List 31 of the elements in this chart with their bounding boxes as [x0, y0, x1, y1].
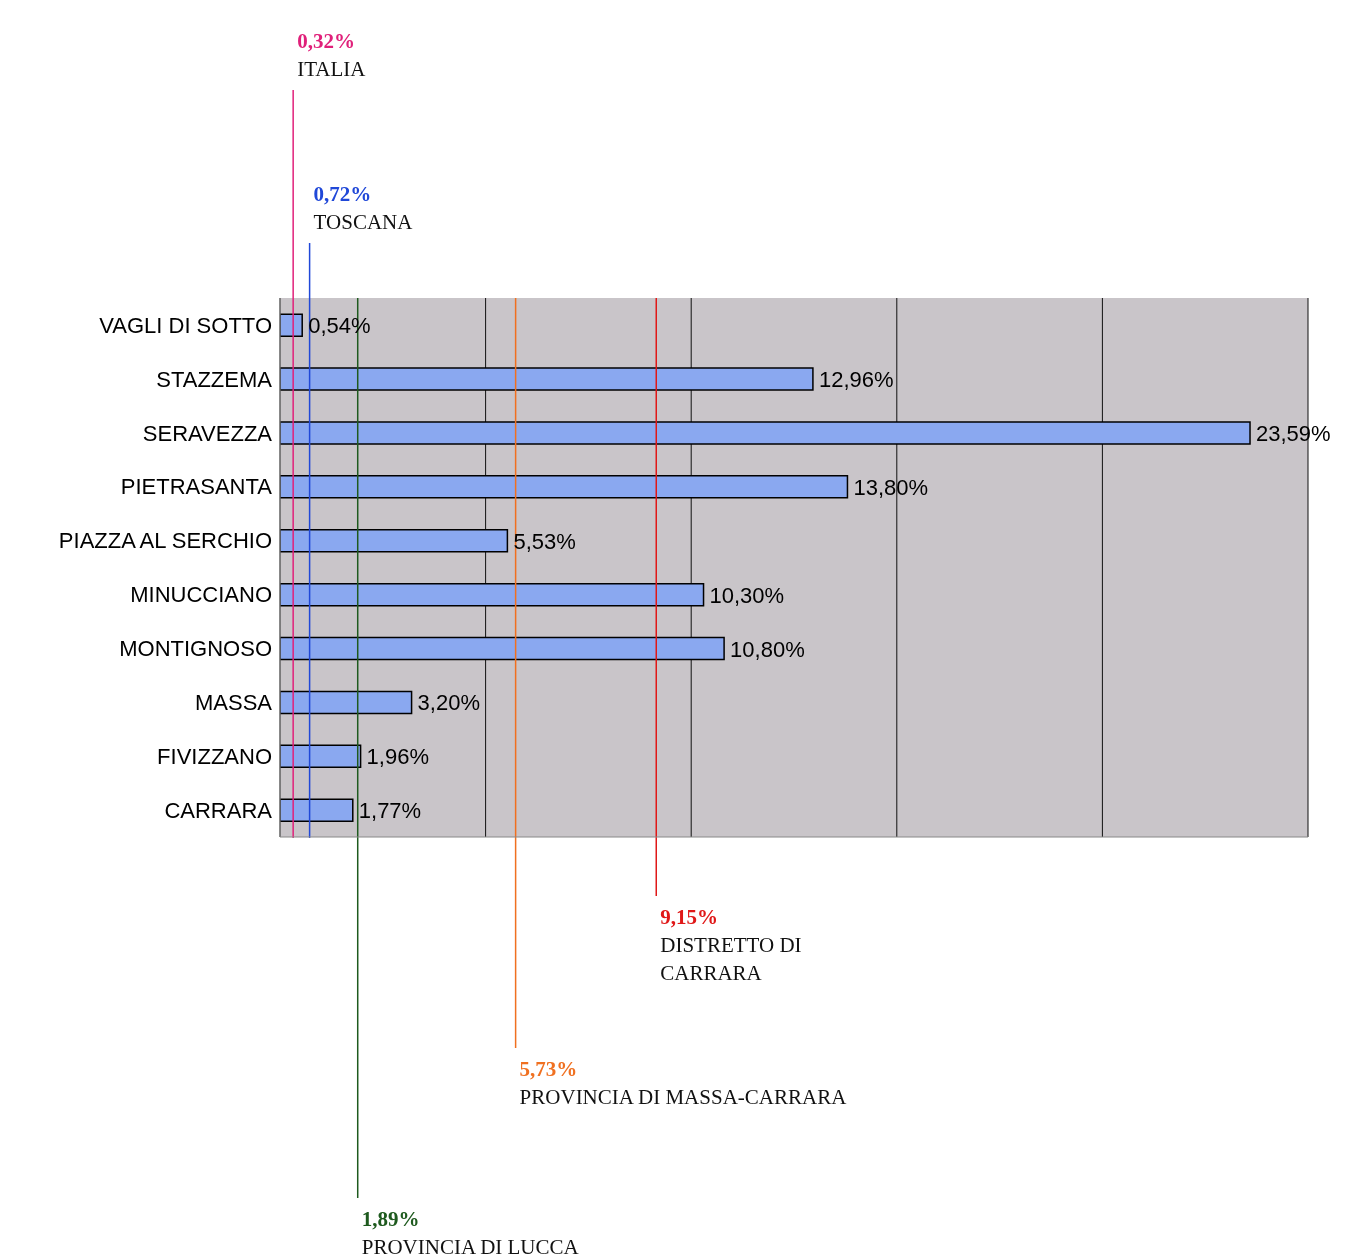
ref-line-label: 5,73% PROVINCIA DI MASSA-CARRARA: [519, 1057, 848, 1109]
ref-line-label: 9,15% DISTRETTO DI CARRARA: [660, 905, 802, 985]
y-tick-label: MONTIGNOSO: [119, 636, 272, 662]
y-tick-label: SERAVEZZA: [142, 420, 273, 446]
ref-line-label: 0,72% TOSCANA: [313, 182, 414, 234]
y-tick-label: STAZZEMA: [156, 366, 273, 392]
y-tick-label: MASSA: [194, 690, 273, 716]
y-tick-label: PIETRASANTA: [120, 474, 273, 500]
data-label: 12,96%: [818, 367, 894, 393]
y-tick-label: PIAZZA AL SERCHIO: [58, 528, 272, 554]
bar: [280, 367, 814, 391]
data-label: 10,80%: [730, 636, 805, 662]
data-label: 1,77%: [358, 798, 422, 824]
data-label: 3,20%: [417, 690, 480, 716]
bar: [280, 798, 354, 823]
ref-line-label: 1,89% PROVINCIA DI LUCCA: [361, 1207, 580, 1259]
data-label: 1,96%: [366, 744, 429, 770]
bar: [280, 582, 705, 607]
bar: [280, 475, 849, 499]
y-tick-label: MINUCCIANO: [130, 582, 272, 608]
data-label: 10,30%: [709, 582, 785, 608]
bar: [280, 744, 362, 769]
ref-line-label: 0,32% ITALIA: [297, 29, 367, 81]
bar: [280, 529, 509, 553]
bar: [280, 636, 725, 661]
bar: [280, 421, 1251, 445]
bar: [280, 690, 413, 715]
y-tick-label: VAGLI DI SOTTO: [99, 312, 272, 338]
y-tick-label: FIVIZZANO: [157, 743, 272, 769]
data-label: 23,59%: [1256, 420, 1331, 446]
y-tick-label: CARRARA: [164, 797, 273, 823]
